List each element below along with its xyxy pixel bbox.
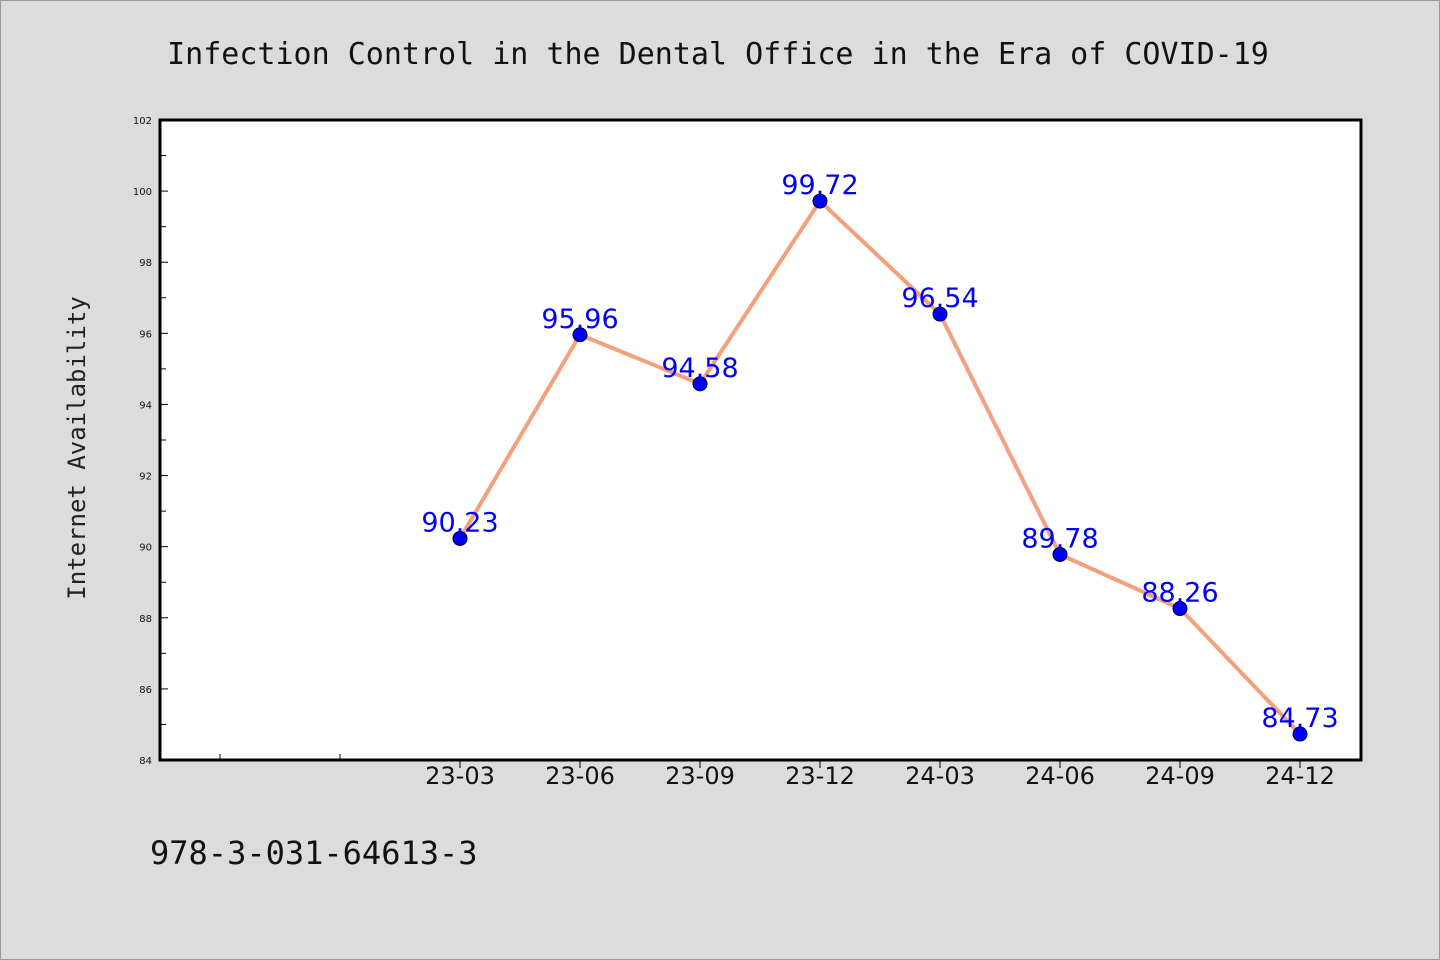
x-tick-label: 23-03: [425, 762, 495, 790]
data-point: [692, 376, 708, 392]
series-line-segment: [1178, 606, 1302, 737]
y-axis-label: Internet Availability: [63, 296, 91, 599]
data-label: 96.54: [901, 283, 978, 314]
y-tick-label: 92: [139, 472, 152, 483]
data-label: 94.58: [661, 353, 738, 384]
data-point: [572, 327, 588, 343]
y-tick-label: 96: [139, 329, 152, 340]
data-point: [1172, 601, 1188, 617]
series-line-segment: [1058, 552, 1182, 611]
data-point: [1292, 726, 1308, 742]
data-label-group: 90.23 95.96 94.58 99.72 96.54 89.78 88.26 84.73: [421, 170, 1338, 734]
y-tick-label: 88: [139, 614, 152, 625]
y-tick-label: 84: [139, 756, 152, 767]
data-point: [932, 306, 948, 322]
data-point: [452, 530, 468, 546]
y-tick-label: 94: [139, 400, 152, 411]
data-label: 84.73: [1261, 703, 1338, 734]
isbn-text: 978-3-031-64613-3: [150, 834, 478, 872]
plot-area: [160, 120, 1361, 760]
data-label: 99.72: [781, 170, 858, 201]
x-tick-label: 24-09: [1145, 762, 1215, 790]
data-label: 90.23: [421, 507, 498, 538]
x-tick-label: 24-12: [1265, 762, 1335, 790]
y-tick-label: 100: [133, 187, 152, 198]
x-tick-label: 23-06: [545, 762, 615, 790]
x-tick-label: 23-12: [785, 762, 855, 790]
series-line-segment: [818, 199, 942, 317]
y-tick-label: 90: [139, 543, 152, 554]
plot-border: [158, 118, 1363, 762]
data-point: [812, 193, 828, 209]
x-tick-label: 23-09: [665, 762, 735, 790]
data-label: 95.96: [541, 304, 618, 335]
x-tick-label: 24-06: [1025, 762, 1095, 790]
series-line-segment: [698, 199, 822, 386]
data-point: [1052, 546, 1068, 562]
x-axis: 23-03 23-06 23-09 23-12 24-03 24-06 24-09 24-12: [219, 754, 1335, 790]
data-label: 89.78: [1021, 523, 1098, 554]
y-tick-label: 98: [139, 258, 152, 269]
series-marker-group: [452, 193, 1308, 742]
series-line-segment: [578, 332, 702, 386]
data-label: 88.26: [1141, 578, 1218, 609]
chart-title: Infection Control in the Dental Office i…: [167, 37, 1269, 72]
y-tick-label: 86: [139, 685, 152, 696]
series-line-segment: [938, 312, 1062, 557]
series-line-group: [458, 199, 1302, 737]
y-tick-label: 102: [133, 116, 152, 127]
series-line-segment: [458, 332, 582, 541]
x-tick-label: 24-03: [905, 762, 975, 790]
